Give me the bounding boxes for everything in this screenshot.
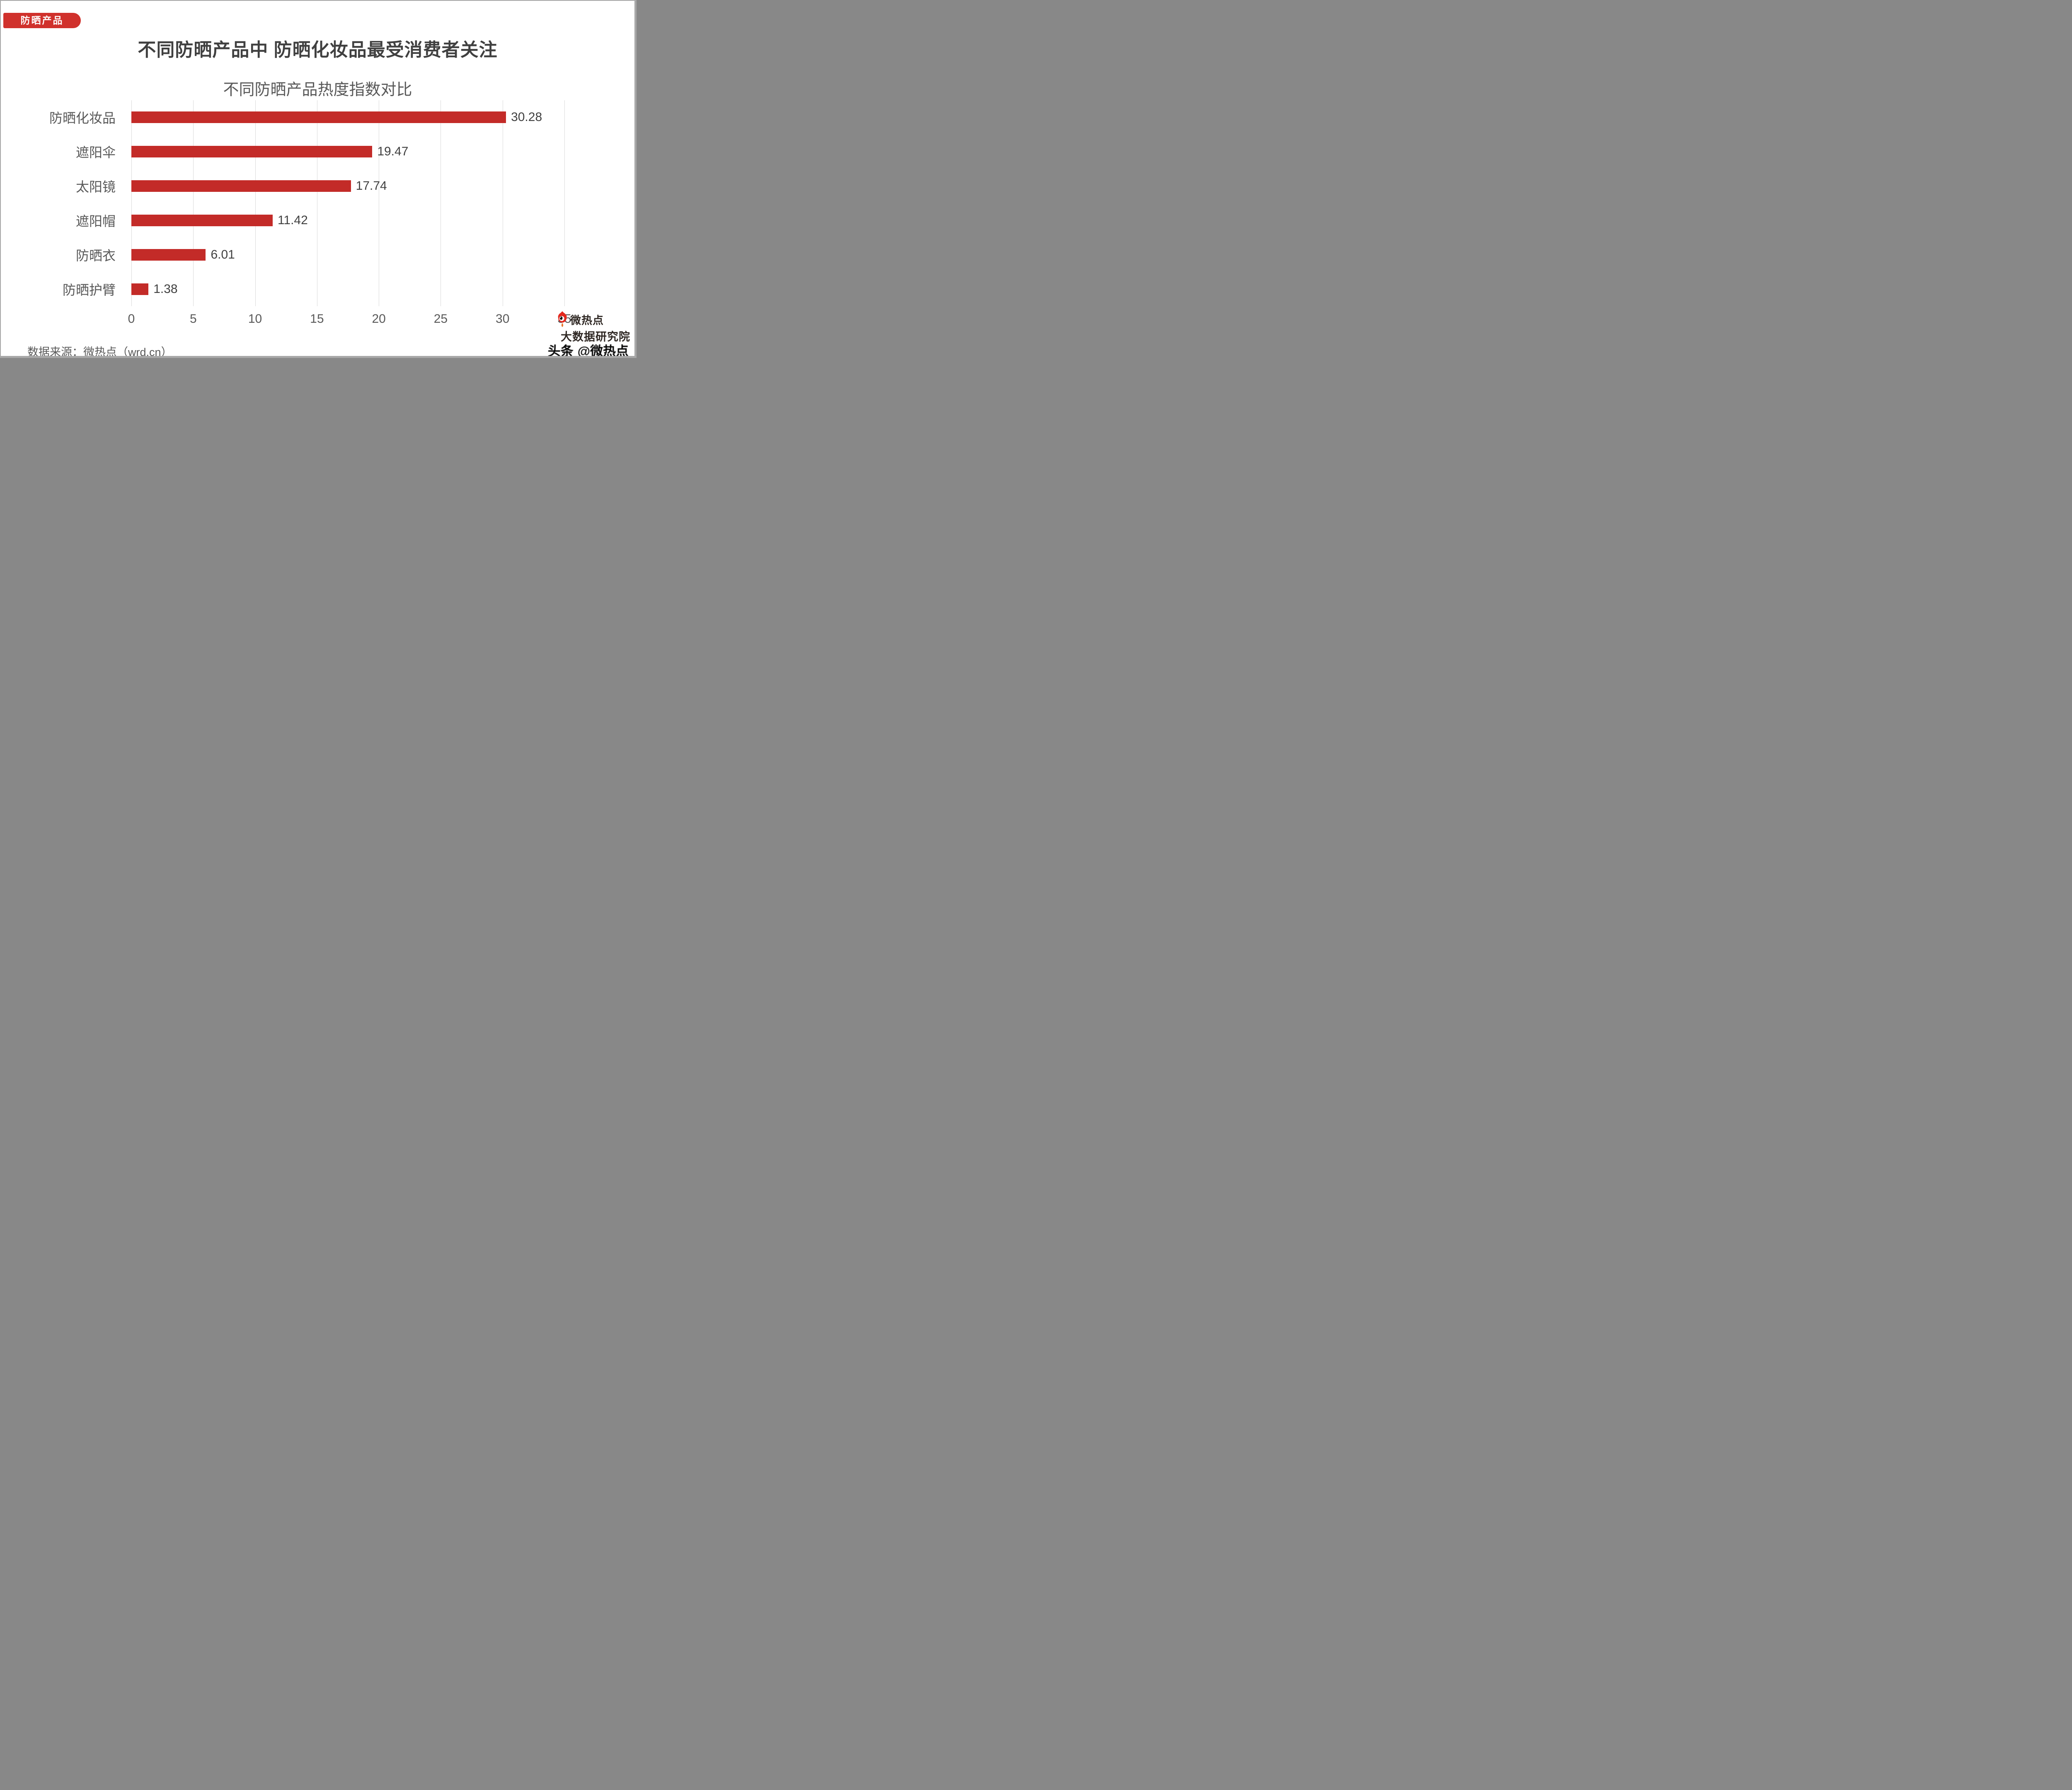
x-tick-label: 25 [433, 312, 448, 326]
bar [131, 283, 149, 295]
bar-row: 17.74 [131, 169, 564, 203]
value-label: 11.42 [277, 213, 308, 227]
bar [131, 111, 506, 123]
x-tick-label: 20 [372, 312, 386, 326]
category-label: 防晒护臂 [62, 282, 116, 298]
bar-row: 1.38 [131, 272, 564, 306]
chart-title: 不同防晒产品热度指数对比 [223, 81, 412, 99]
gridline [564, 100, 565, 306]
gridline [193, 100, 194, 306]
category-label: 防晒化妆品 [49, 111, 116, 126]
category-label: 防晒衣 [75, 248, 116, 263]
gridline [131, 100, 132, 306]
bar-row: 6.01 [131, 237, 564, 272]
value-label: 17.74 [356, 179, 387, 193]
category-badge: 防晒产品 [3, 13, 81, 28]
weiredian-eye-logo-icon [558, 311, 567, 327]
x-tick-label: 5 [189, 312, 197, 326]
category-label: 太阳镜 [75, 179, 116, 195]
bar [131, 180, 351, 192]
infographic-frame: 防晒产品 不同防晒产品中 防晒化妆品最受消费者关注 不同防晒产品热度指数对比 防… [0, 0, 637, 358]
brand-logo-row: 微热点 [557, 310, 604, 329]
value-label: 30.28 [511, 110, 542, 124]
institute-name: 大数据研究院 [561, 331, 630, 343]
category-label: 遮阳帽 [75, 213, 116, 229]
page-title: 不同防晒产品中 防晒化妆品最受消费者关注 [138, 40, 498, 60]
bar-row: 30.28 [131, 100, 564, 135]
x-tick-label: 30 [496, 312, 510, 326]
data-source-note: 数据来源：微热点（wrd.cn） [27, 346, 172, 358]
bar-row: 11.42 [131, 203, 564, 237]
chart-grid [131, 100, 565, 306]
bar-row: 19.47 [131, 135, 564, 169]
x-tick-label: 10 [248, 312, 262, 326]
value-label: 6.01 [211, 247, 235, 261]
value-label: 19.47 [377, 145, 409, 159]
gridline [255, 100, 256, 306]
category-labels: 防晒化妆品遮阳伞太阳镜遮阳帽防晒衣防晒护臂 [1, 100, 123, 306]
bar-series: 30.28 19.47 17.74 11.42 6.01 1.38 [131, 100, 564, 306]
account-handle: @微热点 [577, 344, 629, 358]
bar [131, 249, 206, 261]
x-tick-label: 15 [310, 312, 324, 326]
toutiao-watermark: 头条 @微热点 [547, 341, 629, 358]
category-label: 遮阳伞 [75, 145, 116, 160]
x-axis: 05101520253035 [128, 312, 571, 327]
brand-name: 微热点 [570, 314, 604, 327]
toutiao-logo-text: 头条 [547, 344, 574, 358]
bar [131, 214, 273, 226]
bar [131, 146, 373, 158]
x-tick-label: 0 [128, 312, 135, 326]
value-label: 1.38 [153, 282, 178, 296]
